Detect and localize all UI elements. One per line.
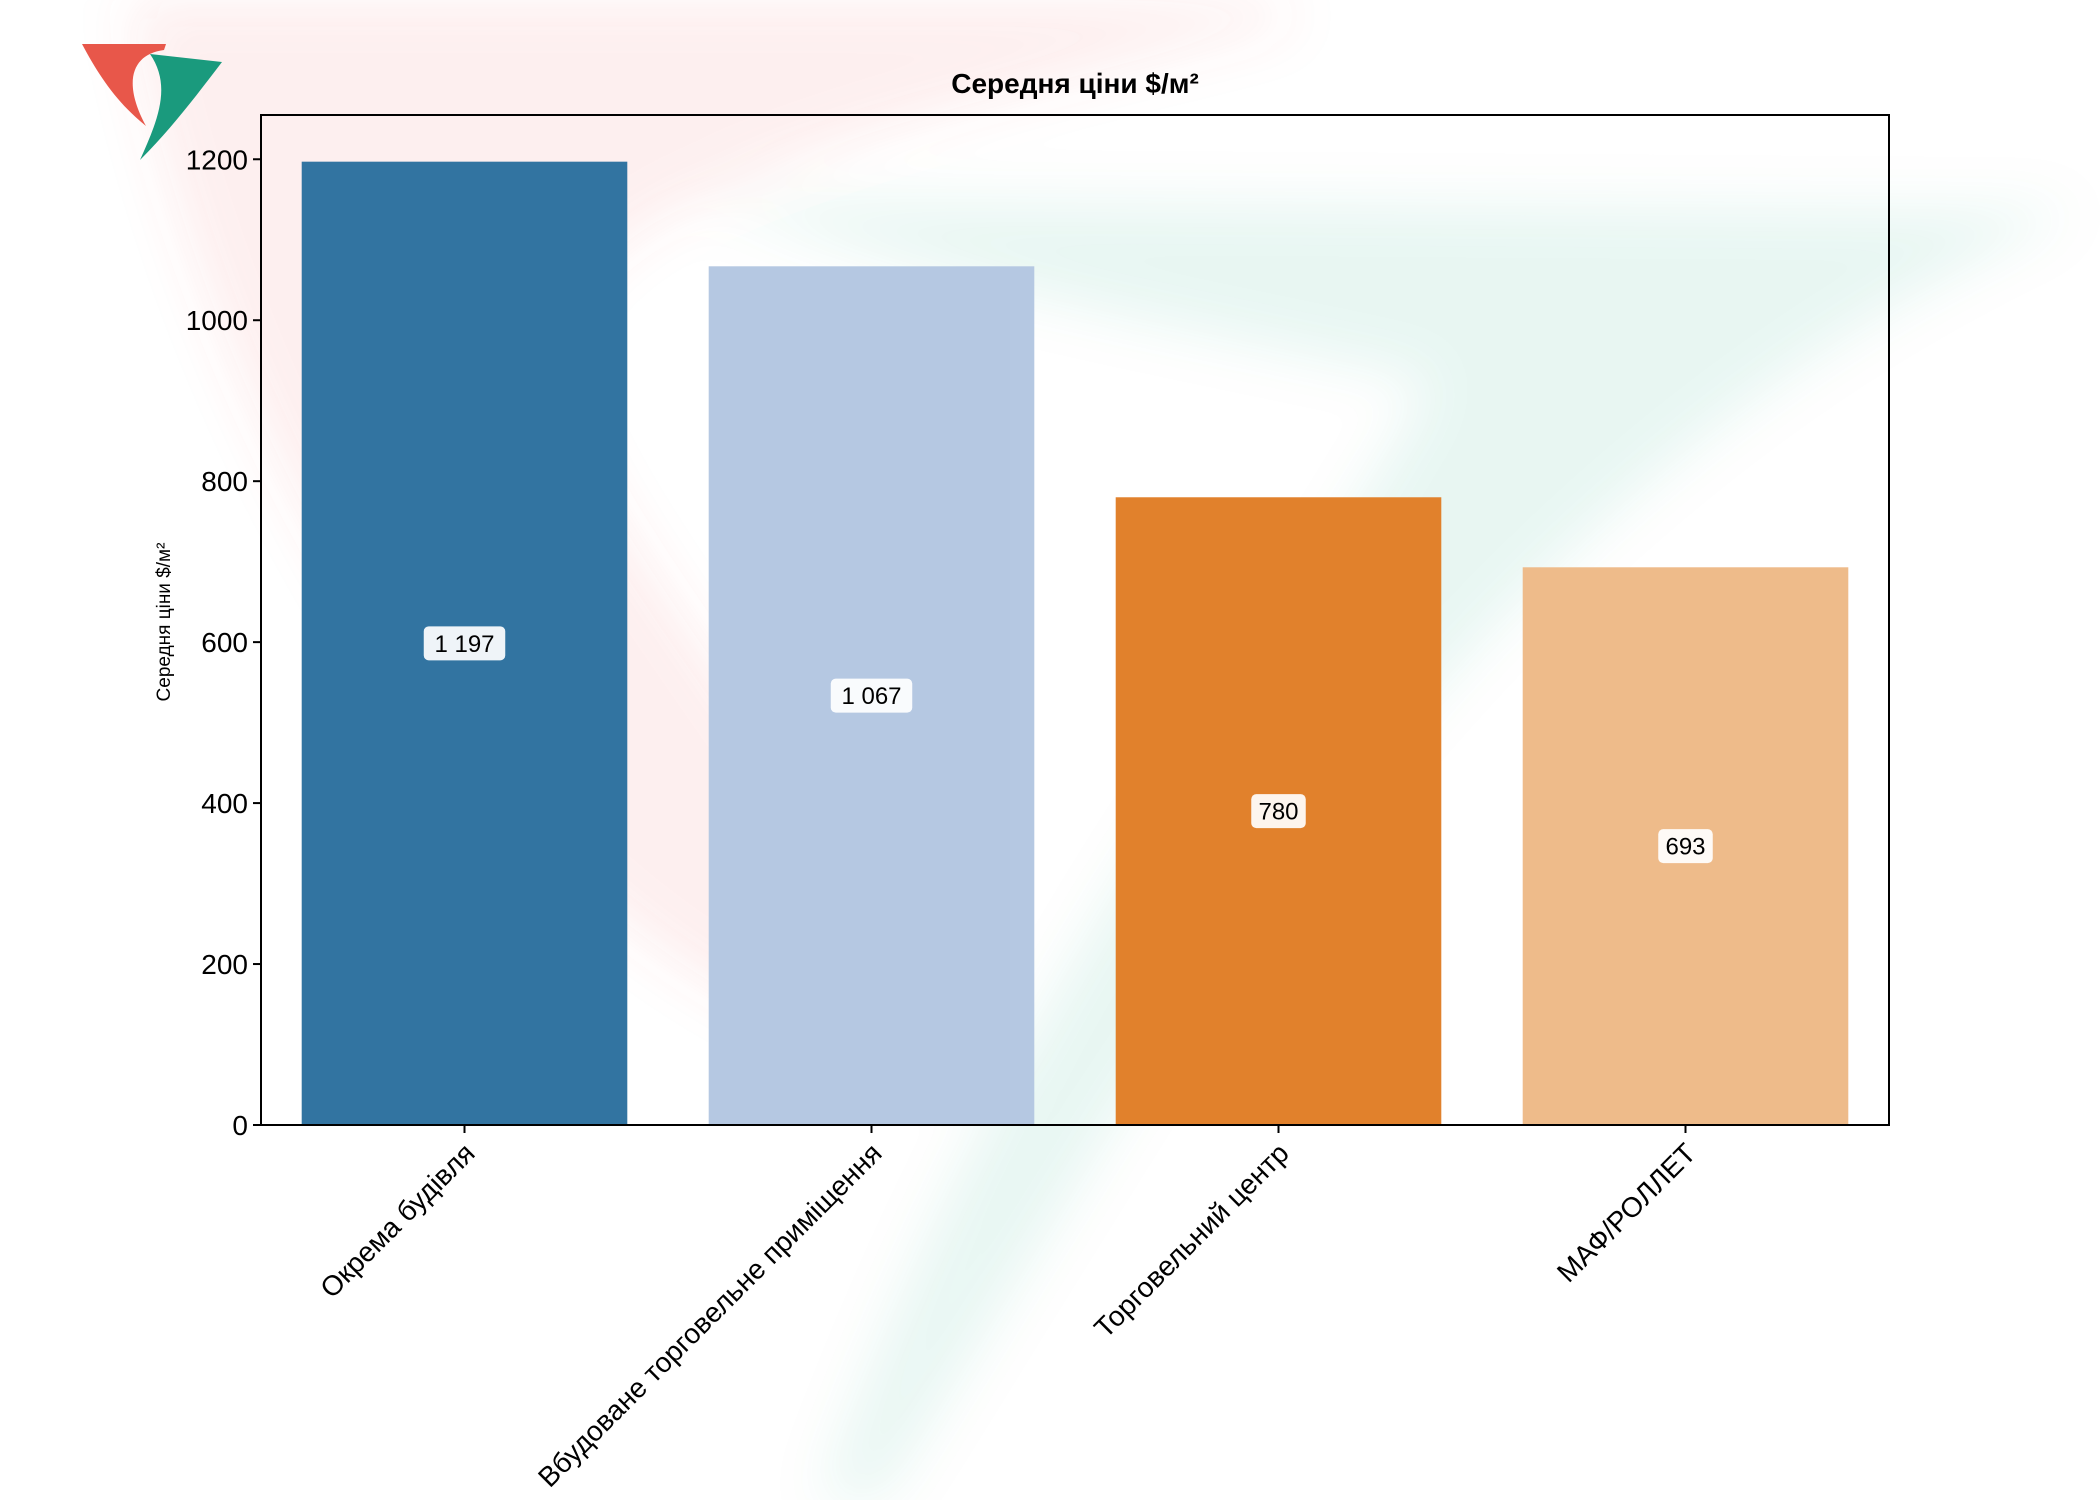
y-tick-label: 600 bbox=[201, 627, 248, 658]
x-tick-label: Торговельний центр bbox=[1088, 1137, 1295, 1344]
svg-text:780: 780 bbox=[1258, 799, 1298, 826]
svg-text:693: 693 bbox=[1665, 834, 1705, 861]
y-axis-label: Середня ціни $/м² bbox=[154, 543, 175, 702]
y-tick-label: 1200 bbox=[186, 144, 248, 175]
y-tick-label: 400 bbox=[201, 788, 248, 819]
x-tick-label: Вбудоване торговельне приміщення bbox=[532, 1137, 888, 1493]
chart-title: Середня ціни $/м² bbox=[951, 68, 1199, 99]
data-label: 780 bbox=[1251, 794, 1306, 829]
svg-text:1 197: 1 197 bbox=[434, 631, 494, 658]
plot-frame bbox=[260, 114, 1890, 1126]
data-label: 1 197 bbox=[423, 626, 506, 661]
svg-text:1 067: 1 067 bbox=[841, 683, 901, 710]
x-tick-label: МАФ/РОЛЛЕТ bbox=[1551, 1137, 1702, 1288]
x-tick-label: Окрема будівля bbox=[314, 1137, 481, 1304]
company-logo-icon bbox=[82, 44, 222, 160]
y-tick-label: 0 bbox=[232, 1110, 248, 1141]
y-tick-label: 200 bbox=[201, 949, 248, 980]
data-label: 1 067 bbox=[830, 678, 913, 713]
y-tick-label: 800 bbox=[201, 466, 248, 497]
data-label: 693 bbox=[1658, 829, 1713, 864]
y-tick-label: 1000 bbox=[186, 305, 248, 336]
